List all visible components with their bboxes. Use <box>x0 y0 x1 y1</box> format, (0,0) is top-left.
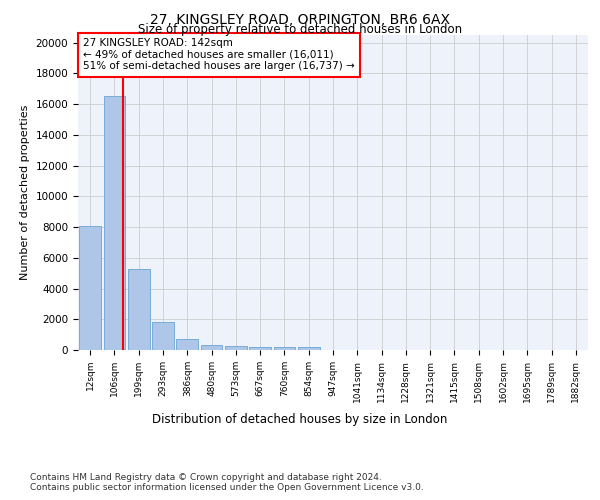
Bar <box>128 268 149 350</box>
Text: Contains HM Land Registry data © Crown copyright and database right 2024.: Contains HM Land Registry data © Crown c… <box>30 472 382 482</box>
Text: 27, KINGSLEY ROAD, ORPINGTON, BR6 6AX: 27, KINGSLEY ROAD, ORPINGTON, BR6 6AX <box>150 12 450 26</box>
Text: Size of property relative to detached houses in London: Size of property relative to detached ho… <box>138 22 462 36</box>
Text: Contains public sector information licensed under the Open Government Licence v3: Contains public sector information licen… <box>30 482 424 492</box>
Y-axis label: Number of detached properties: Number of detached properties <box>20 105 30 280</box>
Text: 27 KINGSLEY ROAD: 142sqm
← 49% of detached houses are smaller (16,011)
51% of se: 27 KINGSLEY ROAD: 142sqm ← 49% of detach… <box>83 38 355 72</box>
Bar <box>249 347 271 350</box>
Bar <box>152 322 174 350</box>
Bar <box>225 346 247 350</box>
Bar <box>298 348 320 350</box>
Bar <box>274 347 295 350</box>
Bar <box>79 226 101 350</box>
Bar <box>200 344 223 350</box>
Bar <box>104 96 125 350</box>
Bar <box>176 339 198 350</box>
Text: Distribution of detached houses by size in London: Distribution of detached houses by size … <box>152 412 448 426</box>
